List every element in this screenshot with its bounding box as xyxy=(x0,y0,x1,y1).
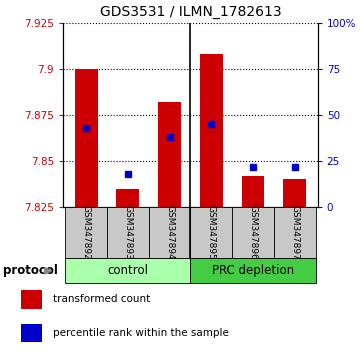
Bar xyxy=(21,324,42,342)
Bar xyxy=(232,207,274,258)
Bar xyxy=(107,207,149,258)
Bar xyxy=(65,258,191,283)
Text: GSM347893: GSM347893 xyxy=(123,205,132,260)
Text: percentile rank within the sample: percentile rank within the sample xyxy=(53,328,229,338)
Bar xyxy=(158,102,181,207)
Text: GSM347895: GSM347895 xyxy=(207,205,216,260)
Text: protocol: protocol xyxy=(3,264,57,277)
Title: GDS3531 / ILMN_1782613: GDS3531 / ILMN_1782613 xyxy=(100,5,281,19)
Text: GSM347897: GSM347897 xyxy=(290,205,299,260)
Text: GSM347896: GSM347896 xyxy=(248,205,257,260)
Bar xyxy=(75,69,97,207)
Bar xyxy=(274,207,316,258)
Text: GSM347892: GSM347892 xyxy=(82,205,91,260)
Text: transformed count: transformed count xyxy=(53,294,150,304)
Bar xyxy=(191,258,316,283)
Bar xyxy=(21,290,42,309)
Bar xyxy=(65,207,107,258)
Text: control: control xyxy=(107,264,148,277)
Bar xyxy=(116,189,139,207)
Text: GSM347894: GSM347894 xyxy=(165,205,174,260)
Bar xyxy=(242,176,265,207)
Bar xyxy=(283,179,306,207)
Text: PRC depletion: PRC depletion xyxy=(212,264,294,277)
Bar xyxy=(191,207,232,258)
Bar xyxy=(200,54,223,207)
Bar xyxy=(149,207,191,258)
